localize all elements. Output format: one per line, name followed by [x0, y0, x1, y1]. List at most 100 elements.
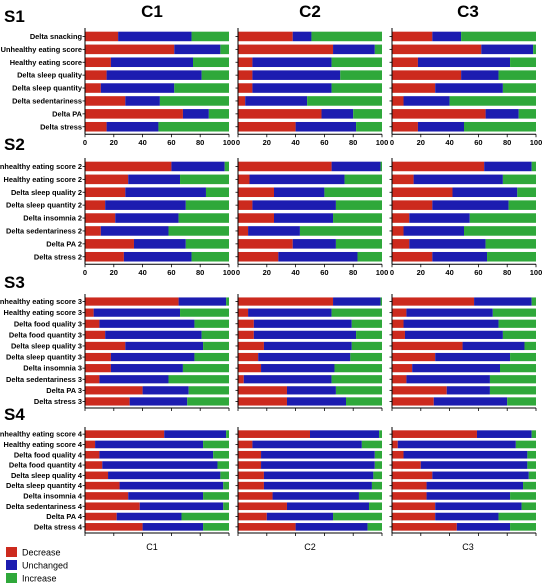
bottom-label-c2: C2	[304, 542, 316, 552]
bar-segment-decrease	[238, 319, 254, 328]
bar-segment-unchanged	[409, 213, 470, 223]
bar-segment-decrease	[85, 386, 143, 395]
subplot-s3-c3	[389, 294, 537, 411]
bottom-label-c1: C1	[146, 542, 158, 552]
bar-segment-decrease	[392, 297, 475, 306]
bar-segment-unchanged	[99, 375, 169, 384]
category-label: Delta PA 2	[46, 239, 82, 248]
bar-segment-increase	[201, 70, 229, 80]
bar-segment-increase	[181, 512, 229, 521]
bar-segment-decrease	[238, 352, 259, 362]
bar-segment-decrease	[392, 57, 418, 68]
category-label: Delta stress 4	[34, 522, 83, 531]
bar-segment-increase	[356, 121, 382, 132]
bar-segment-increase	[469, 213, 536, 223]
bar-segment-unchanged	[243, 375, 332, 384]
bar-segment-decrease	[392, 375, 407, 384]
bar-segment-decrease	[238, 375, 244, 384]
bar-segment-increase	[187, 397, 229, 406]
bar-segment-decrease	[392, 174, 414, 185]
x-tick-label: 40	[291, 268, 299, 277]
category-label: Delta insomnia 2	[23, 214, 82, 223]
bar-segment-decrease	[85, 213, 116, 223]
bar-segment-decrease	[238, 109, 322, 119]
bar-segment-unchanged	[435, 512, 499, 521]
bar-segment-increase	[485, 239, 536, 249]
bar-segment-unchanged	[99, 319, 195, 328]
bar-segment-decrease	[392, 364, 413, 373]
bar-segment-unchanged	[253, 319, 352, 328]
bar-segment-decrease	[85, 492, 129, 500]
bar-segment-increase	[498, 70, 536, 80]
category-label: Delta sleep quantity 3	[6, 353, 82, 362]
bar-segment-increase	[213, 450, 229, 459]
bar-segment-unchanged	[106, 121, 159, 132]
bar-segment-decrease	[392, 430, 477, 438]
bar-segment-unchanged	[174, 44, 221, 55]
x-tick-label: 60	[320, 138, 328, 147]
bar-segment-increase	[226, 430, 229, 438]
bar-segment-unchanged	[406, 308, 493, 317]
bar-segment-decrease	[392, 44, 482, 55]
subplot-s4-c1	[82, 427, 230, 536]
bar-segment-increase	[464, 226, 536, 236]
bar-segment-decrease	[85, 96, 126, 106]
bar-segment-decrease	[392, 341, 463, 351]
bar-segment-increase	[531, 430, 536, 438]
bar-segment-unchanged	[164, 430, 227, 438]
bar-segment-increase	[533, 44, 536, 55]
bar-segment-increase	[324, 187, 382, 198]
bar-segment-increase	[203, 523, 229, 531]
bar-segment-increase	[357, 251, 382, 262]
bar-segment-unchanged	[102, 461, 218, 469]
bar-segment-decrease	[238, 397, 287, 406]
bar-segment-increase	[180, 308, 229, 317]
bar-segment-increase	[374, 450, 382, 459]
bar-segment-unchanged	[403, 319, 499, 328]
x-tick-label: 20	[417, 138, 425, 147]
bar-segment-decrease	[392, 251, 433, 262]
x-tick-label: 20	[417, 268, 425, 277]
bar-segment-decrease	[85, 57, 111, 68]
bar-segment-unchanged	[274, 187, 325, 198]
bar-segment-decrease	[392, 502, 436, 511]
bar-segment-unchanged	[116, 512, 182, 521]
bar-segment-increase	[194, 352, 229, 362]
bar-segment-unchanged	[412, 364, 500, 373]
bar-segment-decrease	[85, 471, 109, 480]
bar-segment-unchanged	[178, 297, 227, 306]
bar-segment-decrease	[85, 187, 126, 198]
category-label: Delta sleep quantity	[12, 84, 83, 93]
x-tick-label: 20	[110, 268, 118, 277]
category-label: Unhealthy eating score	[1, 45, 82, 54]
bar-segment-decrease	[238, 364, 262, 373]
bar-segment-decrease	[392, 121, 418, 132]
bar-segment-decrease	[238, 83, 253, 93]
bar-segment-increase	[223, 481, 229, 490]
bar-segment-unchanged	[474, 297, 532, 306]
bar-segment-unchanged	[128, 492, 204, 500]
bar-segment-unchanged	[123, 251, 192, 262]
bar-segment-unchanged	[249, 174, 345, 185]
bar-segment-unchanged	[272, 492, 359, 500]
bar-segment-increase	[335, 239, 382, 249]
bar-segment-decrease	[238, 523, 296, 531]
bar-segment-increase	[361, 440, 382, 449]
bar-segment-unchanged	[119, 481, 224, 490]
bar-segment-increase	[346, 397, 382, 406]
bar-segment-unchanged	[93, 308, 181, 317]
bar-segment-increase	[201, 330, 229, 339]
bar-segment-decrease	[85, 352, 111, 362]
bar-segment-unchanged	[263, 471, 374, 480]
bar-segment-decrease	[238, 481, 264, 490]
bar-segment-increase	[188, 386, 229, 395]
bar-segment-decrease	[392, 319, 404, 328]
bar-segment-decrease	[85, 430, 165, 438]
bar-segment-increase	[331, 57, 382, 68]
bar-segment-decrease	[238, 239, 293, 249]
bar-segment-increase	[379, 430, 382, 438]
bar-segment-unchanged	[476, 430, 532, 438]
bar-segment-increase	[531, 161, 536, 172]
bar-segment-increase	[518, 109, 536, 119]
x-tick-label: 60	[474, 268, 482, 277]
